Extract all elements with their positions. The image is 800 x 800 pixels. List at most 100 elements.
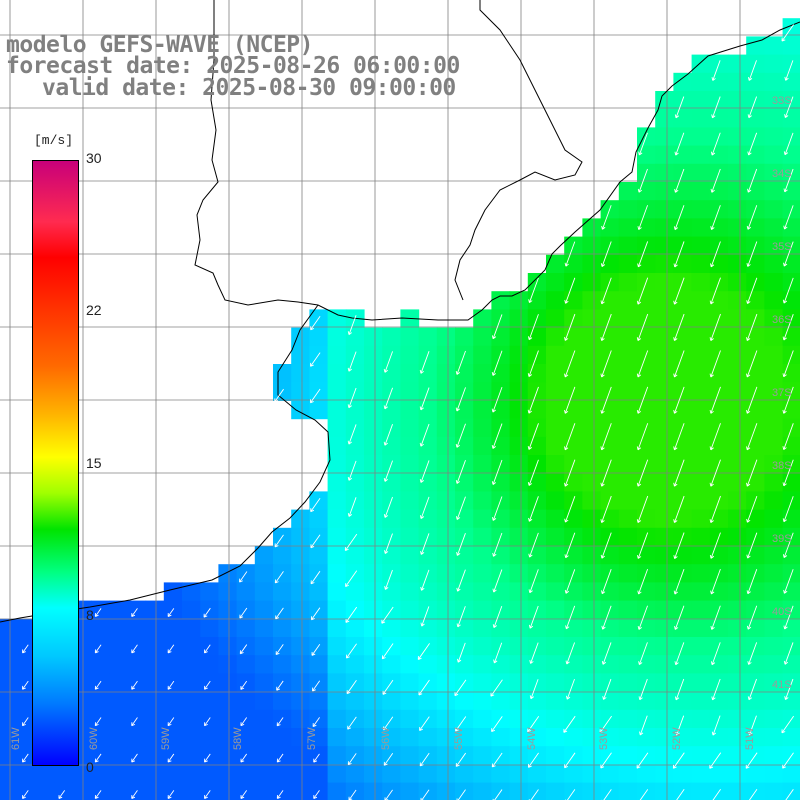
wind-cell [728, 637, 747, 656]
wind-arrow [783, 642, 794, 665]
wind-cell [291, 345, 310, 365]
wind-cell [564, 655, 583, 674]
wind-cell [109, 637, 128, 656]
wind-cell [691, 127, 711, 147]
wind-cell [691, 218, 711, 238]
wind-arrow [383, 753, 394, 766]
wind-arrow [746, 532, 758, 559]
wind-cell [691, 254, 711, 274]
wind-cell [418, 364, 438, 383]
wind-cell [236, 618, 256, 638]
wind-arrow [491, 386, 503, 413]
wind-cell [582, 691, 602, 711]
wind-cell [709, 618, 729, 638]
wind-cell [36, 764, 56, 784]
wind-cell [728, 782, 747, 800]
wind-cell [145, 655, 165, 674]
wind-cell [691, 691, 711, 711]
wind-cell [418, 400, 438, 420]
wind-cell [691, 327, 711, 347]
wind-cell [655, 309, 674, 329]
wind-cell [618, 618, 638, 638]
wind-cell [764, 655, 784, 674]
wind-cell [455, 327, 474, 347]
wind-arrow [381, 643, 394, 660]
wind-arrow [600, 241, 612, 268]
wind-cell [327, 728, 347, 747]
wind-cell [655, 655, 674, 674]
wind-cell [691, 418, 711, 438]
wind-cell [0, 637, 19, 656]
model-title: modelo GEFS-WAVE (NCEP) [6, 32, 314, 58]
wind-cell [527, 364, 547, 383]
wind-cell [200, 764, 219, 784]
wind-arrow [710, 168, 721, 193]
lon-label: 61W [10, 727, 22, 750]
wind-cell [637, 582, 656, 602]
wind-arrow [636, 386, 649, 414]
wind-cell [618, 564, 638, 583]
wind-cell [291, 618, 310, 638]
wind-cell [673, 327, 693, 347]
wind-arrow [565, 789, 576, 800]
wind-cell [582, 527, 602, 547]
wind-cell [418, 764, 438, 784]
wind-arrow [527, 350, 539, 377]
wind-cell [491, 655, 511, 674]
wind-cell [691, 91, 711, 110]
lon-label: 58W [232, 727, 244, 750]
wind-cell [637, 764, 656, 784]
lon-label: 60W [88, 727, 100, 750]
wind-cell [673, 109, 693, 128]
wind-cell [655, 127, 674, 147]
wind-cell [436, 618, 456, 638]
wind-arrow [204, 790, 211, 799]
wind-cell [364, 673, 383, 693]
wind-cell [254, 764, 274, 784]
wind-cell [200, 728, 219, 747]
wind-cell [436, 491, 456, 511]
wind-cell [436, 673, 456, 693]
wind-cell [473, 473, 492, 492]
wind-arrow [528, 277, 539, 304]
wind-arrow [564, 532, 576, 559]
colorbar-unit: [m/s] [34, 133, 74, 148]
colorbar-tick-22: 22 [86, 302, 102, 318]
wind-cell [691, 273, 711, 292]
wind-cell [582, 436, 602, 456]
wind-cell [728, 564, 747, 583]
wind-cell [691, 400, 711, 420]
wind-cell [236, 691, 256, 711]
wind-cell [364, 418, 383, 438]
wind-cell [127, 655, 147, 674]
wind-cell [673, 582, 693, 602]
wind-arrow [454, 679, 467, 697]
wind-cell [327, 618, 347, 638]
wind-cell [509, 764, 529, 784]
wind-cell [254, 582, 274, 602]
wind-cell [728, 509, 747, 529]
wind-cell [546, 309, 565, 329]
wind-cell [600, 473, 620, 492]
wind-cell [0, 782, 19, 800]
wind-cell [491, 691, 511, 711]
wind-cell [582, 254, 602, 274]
wind-cell [327, 691, 347, 711]
wind-arrow [383, 496, 393, 518]
wind-cell [728, 163, 747, 183]
wind-arrow [601, 605, 612, 630]
wind-cell [618, 691, 638, 711]
wind-arrow [239, 571, 248, 583]
wind-cell [728, 291, 747, 310]
wind-cell [691, 600, 711, 620]
wind-cell [291, 728, 310, 747]
wind-cell [254, 709, 274, 729]
wind-cell [764, 618, 784, 638]
wind-cell [673, 655, 693, 674]
wind-cell [254, 746, 274, 765]
wind-cell [618, 218, 638, 238]
wind-arrow [347, 387, 357, 409]
wind-cell [291, 600, 310, 620]
wind-arrow [276, 717, 284, 727]
wind-cell [364, 746, 383, 765]
